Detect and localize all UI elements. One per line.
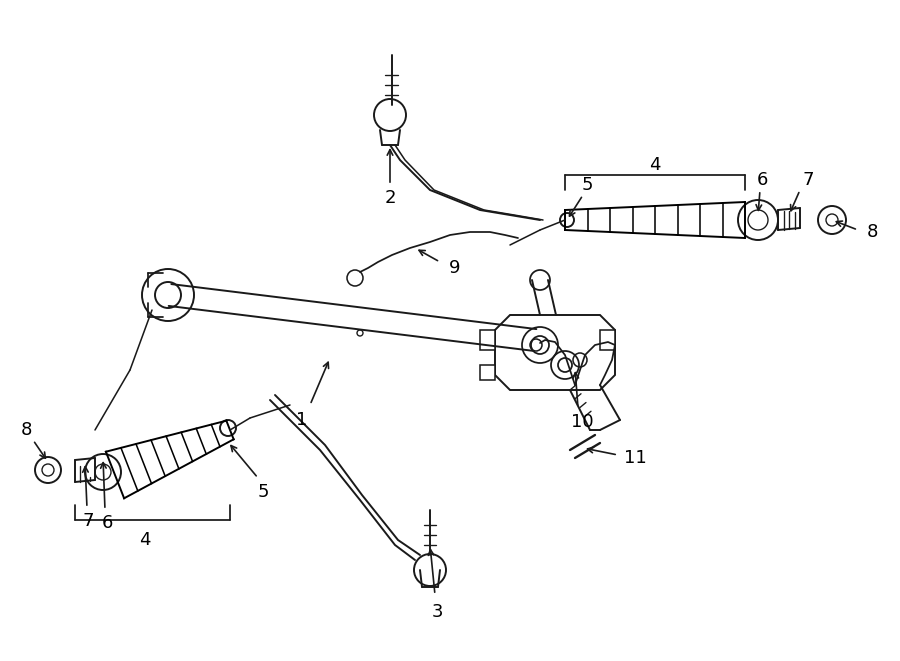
Polygon shape — [480, 330, 495, 350]
Text: 6: 6 — [102, 514, 112, 532]
Text: 9: 9 — [449, 259, 461, 277]
Text: 4: 4 — [140, 531, 151, 549]
Text: 8: 8 — [867, 223, 877, 241]
Text: 7: 7 — [802, 171, 814, 189]
Text: 2: 2 — [384, 189, 396, 207]
Text: 4: 4 — [649, 156, 661, 174]
Text: 1: 1 — [296, 411, 308, 429]
Text: 5: 5 — [257, 483, 269, 501]
Text: 11: 11 — [624, 449, 646, 467]
Polygon shape — [600, 330, 615, 350]
Text: 8: 8 — [21, 421, 32, 439]
Text: 5: 5 — [581, 176, 593, 194]
Text: 7: 7 — [82, 512, 94, 530]
Text: 6: 6 — [756, 171, 768, 189]
Polygon shape — [495, 315, 615, 390]
Text: 10: 10 — [571, 413, 593, 431]
Polygon shape — [480, 365, 495, 380]
Text: 3: 3 — [431, 603, 443, 621]
